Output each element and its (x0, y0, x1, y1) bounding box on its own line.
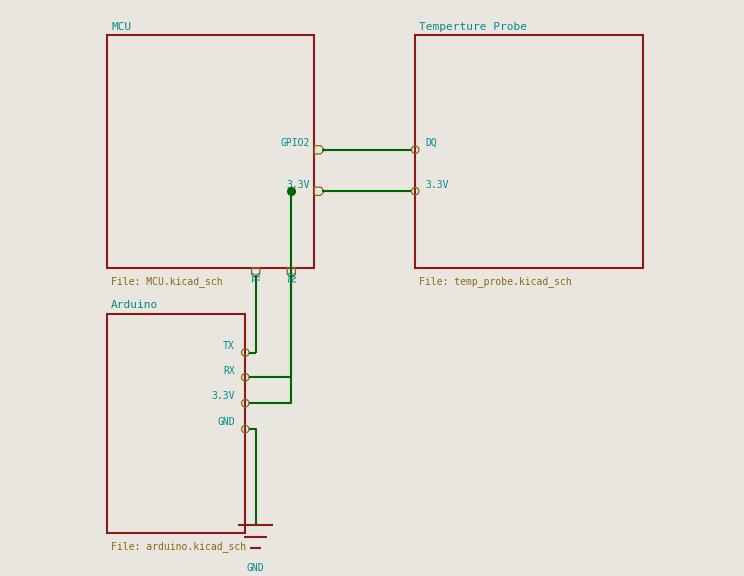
Text: 3.3V: 3.3V (211, 392, 235, 401)
Text: File: MCU.kicad_sch: File: MCU.kicad_sch (111, 276, 222, 287)
Text: File: arduino.kicad_sch: File: arduino.kicad_sch (111, 541, 246, 552)
Bar (415, 35, 643, 268)
Text: GND: GND (247, 563, 264, 573)
Text: TX: TX (223, 341, 235, 351)
Text: TX: TX (253, 271, 263, 282)
Text: GPIO2: GPIO2 (280, 138, 310, 148)
Text: RX: RX (289, 271, 298, 282)
Text: DQ: DQ (426, 138, 437, 148)
Text: Arduino: Arduino (111, 300, 158, 310)
Bar (107, 35, 315, 268)
Text: Temperture Probe: Temperture Probe (419, 22, 527, 32)
Text: GND: GND (217, 418, 235, 427)
Bar (107, 314, 246, 533)
Text: MCU: MCU (111, 22, 132, 32)
Text: RX: RX (223, 366, 235, 376)
Text: 3.3V: 3.3V (286, 180, 310, 190)
Text: 3.3V: 3.3V (426, 180, 449, 190)
Text: File: temp_probe.kicad_sch: File: temp_probe.kicad_sch (419, 276, 572, 287)
